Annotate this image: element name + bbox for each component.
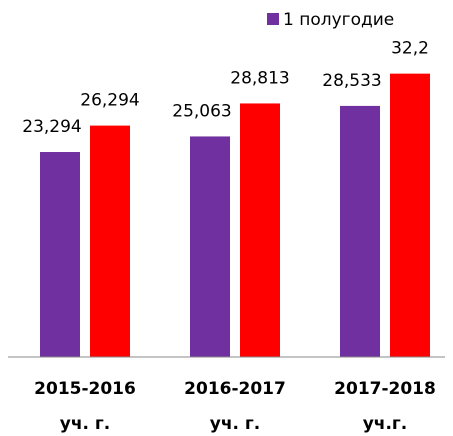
data-label: 23,294 <box>22 117 81 137</box>
bar <box>340 105 380 357</box>
x-tick-label: 2015-2016 уч. г. <box>34 379 136 434</box>
bar <box>240 103 280 357</box>
data-label: 28,813 <box>230 68 289 88</box>
bar <box>90 125 130 358</box>
data-label: 28,533 <box>322 71 381 91</box>
x-tick-label: 2016-2017 уч. г. <box>184 379 286 434</box>
data-label: 26,294 <box>80 91 139 111</box>
x-tick-label: 2017-2018 уч.г. <box>334 379 436 434</box>
bar <box>390 73 430 357</box>
bar <box>40 152 80 357</box>
data-label: 32,2 <box>391 39 429 59</box>
bar <box>190 136 230 357</box>
data-label: 25,063 <box>172 101 231 121</box>
legend-label: 1 полугодие <box>283 10 394 30</box>
legend-swatch <box>267 13 279 25</box>
